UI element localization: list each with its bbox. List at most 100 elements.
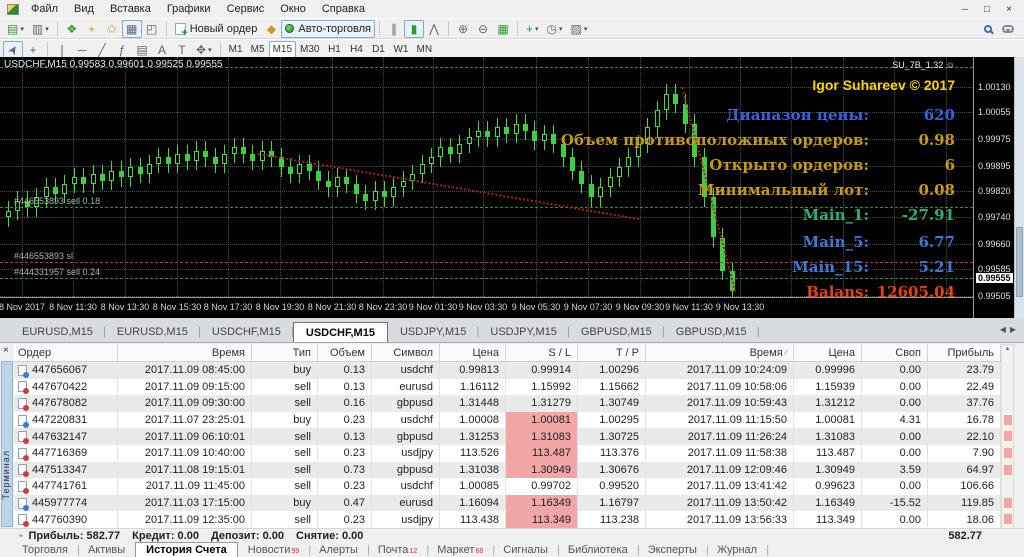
chart-scrollbar-thumb[interactable]: [1016, 227, 1023, 297]
chart-tab-gbpusd-m15[interactable]: GBPUSD,M15 |: [675, 326, 760, 338]
column-header[interactable]: Ордер: [14, 344, 118, 361]
chart-tab-eurusd-m15[interactable]: EURUSD,M15 |: [116, 326, 201, 338]
menu-help[interactable]: Справка: [321, 3, 365, 15]
terminal-tab-маркет[interactable]: Маркет 68 |: [437, 543, 496, 556]
table-row[interactable]: 447632147 2017.11.09 06:10:01 sell 0.13 gbpu…: [14, 428, 1001, 445]
chart-tab-gbpusd-m15[interactable]: GBPUSD,M15 |: [580, 326, 665, 338]
order-line[interactable]: [0, 278, 973, 279]
navigator-button[interactable]: ✩: [102, 20, 122, 38]
table-row[interactable]: 447716369 2017.11.09 10:40:00 sell 0.23 usdj…: [14, 444, 1001, 462]
scroll-up-icon[interactable]: ▲: [1004, 346, 1011, 352]
menu-charts[interactable]: Графики: [166, 3, 211, 15]
zoom-out-button[interactable]: ⊖: [473, 20, 493, 38]
close-button[interactable]: ×: [1006, 3, 1012, 15]
channel-button[interactable]: ▤: [132, 41, 152, 59]
new-chart-button[interactable]: ▤ ▾: [3, 20, 28, 38]
hline-button[interactable]: ─: [72, 41, 92, 59]
terminal-tab-эксперты[interactable]: Эксперты |: [647, 543, 709, 556]
table-row[interactable]: 445977774 2017.11.03 17:15:00 buy 0.47 eurus…: [14, 494, 1001, 512]
chat-icon[interactable]: [1002, 24, 1014, 33]
timeframe-m15[interactable]: M15: [268, 40, 297, 59]
column-header[interactable]: T / P: [578, 344, 646, 361]
terminal-drag-bar[interactable]: [1, 361, 13, 527]
chart-scrollbar[interactable]: [1014, 57, 1024, 318]
templates-button[interactable]: ▨ ▾: [567, 20, 592, 38]
chart-window[interactable]: #446553893 sell 0.18 #446553893 sl #444331…: [0, 57, 1014, 318]
terminal-tab-сигналы[interactable]: Сигналы |: [503, 543, 560, 556]
column-header[interactable]: S / L: [506, 344, 578, 361]
terminal-tab-библиотека[interactable]: Библиотека |: [567, 543, 640, 556]
terminal-tab-новости[interactable]: Новости 99 |: [247, 543, 312, 556]
chart-tab-usdjpy-m15[interactable]: USDJPY,M15 |: [399, 326, 480, 338]
candle-chart-button[interactable]: ▮: [404, 19, 425, 38]
zoom-in-button[interactable]: ⊕: [453, 20, 473, 38]
price-axis[interactable]: 1.00130 1.00055 0.99975 0.99895 0.99820 0.997…: [973, 57, 1014, 318]
timeframe-h4[interactable]: H4: [350, 44, 363, 55]
text-button[interactable]: A: [152, 41, 172, 59]
profiles-button[interactable]: ▥ ▾: [28, 20, 53, 38]
timeframe-h1[interactable]: H1: [328, 44, 341, 55]
column-header[interactable]: Время ∕: [646, 344, 794, 361]
column-header[interactable]: Цена: [794, 344, 862, 361]
chart-plot[interactable]: #446553893 sell 0.18 #446553893 sl #444331…: [0, 57, 973, 297]
menu-file[interactable]: Файл: [31, 3, 59, 15]
market-watch-button[interactable]: ❖: [62, 20, 82, 38]
column-header[interactable]: Время: [118, 344, 252, 361]
indicators-button[interactable]: + ▾: [522, 20, 543, 38]
column-header[interactable]: Тип: [252, 344, 318, 361]
chart-tab-eurusd-m15[interactable]: EURUSD,M15 |: [22, 326, 106, 338]
bar-chart-button[interactable]: ∥: [384, 20, 404, 38]
terminal-tab-журнал[interactable]: Журнал |: [716, 543, 770, 556]
order-line[interactable]: [0, 207, 973, 208]
tile-windows-button[interactable]: ▦: [493, 20, 513, 38]
timeframe-w1[interactable]: W1: [393, 44, 409, 55]
column-header[interactable]: Символ: [372, 344, 440, 361]
table-row[interactable]: 447656067 2017.11.09 08:45:00 buy 0.13 usdch…: [14, 362, 1001, 379]
terminal-tab-активы[interactable]: Активы|: [78, 542, 137, 557]
column-header[interactable]: Прибыль: [928, 344, 1001, 361]
crosshair-button[interactable]: +: [23, 41, 43, 59]
metaeditor-button[interactable]: ◆: [261, 20, 281, 38]
terminal-close-icon[interactable]: ×: [3, 345, 9, 356]
terminal-tab-история-счета[interactable]: История Счета: [135, 542, 238, 557]
chart-tab-usdchf-m15[interactable]: USDCHF,M15|: [200, 322, 294, 342]
timeframe-m5[interactable]: M5: [250, 44, 265, 55]
restore-button[interactable]: □: [983, 3, 991, 15]
table-row[interactable]: 447670422 2017.11.09 09:15:00 sell 0.13 euru…: [14, 378, 1001, 396]
vline-button[interactable]: ❘: [52, 41, 72, 59]
terminal-tab-алерты[interactable]: Алерты |: [319, 543, 370, 556]
timeframe-m30[interactable]: M30: [300, 44, 320, 55]
label-button[interactable]: T: [172, 41, 192, 59]
line-chart-button[interactable]: ⋀: [424, 20, 444, 38]
order-line[interactable]: [0, 67, 973, 68]
menu-view[interactable]: Вид: [74, 3, 94, 15]
timeframe-mn[interactable]: MN: [416, 44, 433, 55]
timeframe-m1[interactable]: M1: [228, 44, 243, 55]
menu-window[interactable]: Окно: [280, 3, 306, 15]
order-line[interactable]: [0, 262, 973, 263]
tab-scroll-arrows[interactable]: ◀▶: [999, 325, 1020, 334]
table-scrollbar[interactable]: ▲ ▼: [1001, 344, 1014, 540]
terminal-button[interactable]: ▦: [121, 19, 142, 38]
menu-insert[interactable]: Вставка: [109, 3, 151, 15]
column-header[interactable]: Цена: [440, 344, 506, 361]
new-order-button[interactable]: Новый ордер: [171, 20, 262, 39]
table-row[interactable]: 447220831 2017.11.07 23:25:01 buy 0.23 usdch…: [14, 411, 1001, 429]
table-row[interactable]: 447678082 2017.11.09 09:30:00 sell 0.16 gbpu…: [14, 395, 1001, 412]
terminal-tab-торговля[interactable]: Торговля |: [22, 543, 80, 556]
periods-button[interactable]: ◷ ▾: [543, 20, 567, 38]
chart-tab-usdchf-m15[interactable]: USDCHF,M15: [292, 322, 388, 342]
timeframe-d1[interactable]: D1: [372, 44, 385, 55]
autotrade-button[interactable]: Авто-торговля: [281, 19, 376, 38]
data-window-button[interactable]: +: [82, 20, 102, 38]
table-row[interactable]: 447741761 2017.11.09 11:45:00 sell 0.23 usdc…: [14, 478, 1001, 495]
table-row[interactable]: 447760390 2017.11.09 12:35:00 sell 0.23 usdj…: [14, 511, 1001, 528]
strategy-tester-button[interactable]: ◰: [142, 20, 162, 38]
search-icon[interactable]: [984, 24, 992, 33]
minimize-button[interactable]: –: [962, 3, 968, 15]
terminal-tab-почта[interactable]: Почта 12 |: [377, 543, 430, 556]
chart-tab-usdjpy-m15[interactable]: USDJPY,M15 |: [490, 326, 570, 338]
table-row[interactable]: 447513347 2017.11.08 19:15:01 sell 0.73 gbpu…: [14, 461, 1001, 479]
menu-tools[interactable]: Сервис: [226, 3, 265, 15]
